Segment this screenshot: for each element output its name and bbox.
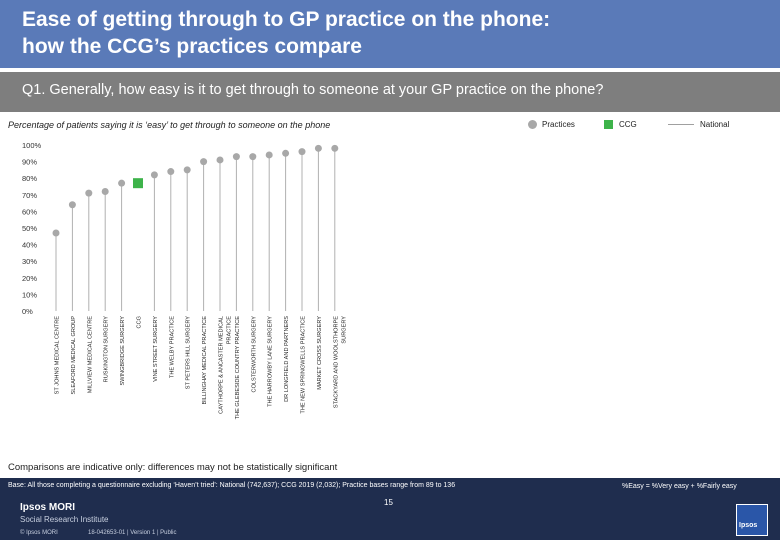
page-number: 15 [384, 498, 393, 507]
y-tick-label: 30% [22, 257, 37, 266]
x-category-label: STACKYARD AND WOOLSTHORPE [333, 316, 339, 408]
legend-ccg-label: CCG [619, 120, 637, 129]
practice-point [167, 168, 175, 176]
practice-point [183, 166, 191, 174]
x-category-label: CAYTHORPE & ANCASTER MEDICAL [219, 316, 225, 414]
legend-practices-marker [528, 120, 537, 129]
y-tick-label: 70% [22, 191, 37, 200]
x-category-label: COLSTERWORTH SURGERY [251, 316, 257, 393]
comparison-note: Comparisons are indicative only: differe… [8, 462, 338, 473]
practice-point [216, 156, 224, 164]
practice-point [314, 144, 322, 152]
x-category-label: ST PETERS HILL SURGERY [186, 316, 192, 390]
x-category-label: MILLVIEW MEDICAL CENTRE [87, 316, 93, 393]
practice-point [68, 201, 76, 209]
job-number: 18-042653-01 | Version 1 | Public [88, 530, 177, 536]
x-category-label: DR LONGFIELD AND PARTNERS [284, 316, 290, 402]
practice-point [265, 151, 273, 159]
legend-national-line [668, 124, 694, 125]
practice-point [331, 144, 339, 152]
title-bar: Ease of getting through to GP practice o… [0, 0, 780, 68]
ipsos-logo: Ipsos [736, 504, 768, 536]
y-tick-label: 90% [22, 158, 37, 167]
base-note: Base: All those completing a questionnai… [8, 482, 456, 489]
x-category-label: RUSKINGTON SURGERY [104, 316, 110, 383]
legend-practices-label: Practices [542, 120, 575, 129]
chart-plot: 100% 90% 80% 70% 60% 50% 40% 30% 20% 10% 0% ST JOHN… [22, 141, 347, 420]
legend-national-label: National [700, 120, 730, 129]
chart-subtitle: Percentage of patients saying it is ‘eas… [8, 120, 331, 130]
x-category-label: THE GLEBESIDE COUNTRY PRACTICE [235, 316, 241, 420]
practice-point [298, 148, 306, 156]
x-category-label: SWINGBRIDGE SURGERY [120, 316, 126, 386]
x-category-label: CCG [137, 316, 143, 328]
brand-name: Ipsos MORI [20, 502, 76, 513]
x-category-label: VINE STREET SURGERY [153, 316, 159, 382]
legend-ccg-marker [604, 120, 613, 129]
page-title-line1: Ease of getting through to GP practice o… [22, 8, 551, 31]
y-tick-label: 10% [22, 290, 37, 299]
y-tick-label: 60% [22, 207, 37, 216]
x-category-label: THE HARROWBY LANE SURGERY [268, 316, 274, 407]
ipsos-logo-text: Ipsos [739, 522, 758, 529]
y-tick-label: 50% [22, 224, 37, 233]
footer-bar: Base: All those completing a questionnai… [0, 478, 780, 540]
y-tick-label: 40% [22, 241, 37, 250]
question-bar: Q1. Generally, how easy is it to get thr… [0, 72, 780, 112]
copyright-text: © Ipsos MORI [20, 530, 58, 536]
x-category-label: MARKET CROSS SURGERY [317, 316, 323, 390]
brand-subname: Social Research Institute [20, 515, 109, 524]
page-title: Ease of getting through to GP practice o… [22, 6, 550, 60]
y-tick-label: 100% [22, 141, 42, 150]
practice-point [52, 229, 60, 237]
practice-point [150, 171, 158, 179]
x-category-label: ST JOHNS MEDICAL CENTRE [55, 316, 61, 395]
question-text: Q1. Generally, how easy is it to get thr… [22, 82, 604, 98]
x-category-label: SLEAFORD MEDICAL GROUP [71, 316, 77, 395]
practice-point [200, 158, 208, 166]
easy-definition: %Easy = %Very easy + %Fairly easy [622, 483, 737, 490]
y-tick-label: 0% [22, 307, 33, 316]
y-tick-label: 20% [22, 274, 37, 283]
x-category-label: PRACTICE [227, 316, 233, 345]
page-title-line2: how the CCG’s practices compare [22, 35, 362, 58]
practice-point [232, 153, 240, 161]
chart-legend: Practices CCG National [528, 119, 778, 131]
practice-point [85, 189, 93, 197]
ccg-point [133, 178, 143, 189]
x-category-label: BILLINGHAY MEDICAL PRACTICE [202, 316, 208, 405]
x-category-label: THE NEW SPRINGWELLS PRACTICE [301, 316, 307, 414]
practice-point [118, 179, 126, 187]
x-category-label: THE WELBY PRACTICE [169, 316, 175, 378]
x-category-label: SURGERY [341, 316, 347, 344]
y-tick-label: 80% [22, 174, 37, 183]
practice-point [249, 153, 257, 161]
practice-point [282, 149, 290, 157]
practice-point [101, 187, 109, 195]
